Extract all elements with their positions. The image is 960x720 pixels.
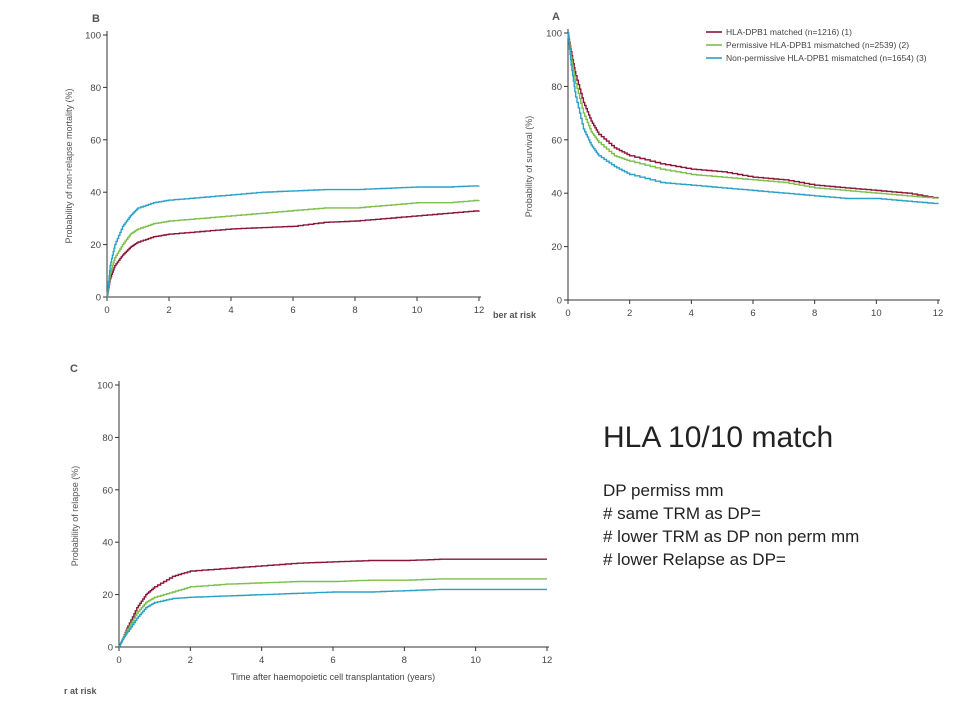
y-axis-label-a: Probability of survival (%) [524, 116, 534, 218]
legend-label-permissive: Permissive HLA-DPB1 mismatched (n=2539) … [726, 40, 909, 50]
x-tick-label-c: 12 [542, 655, 553, 666]
x-tick-label-b: 10 [412, 305, 423, 316]
bullet-item: # lower TRM as DP non perm mm [603, 526, 860, 546]
x-tick-label-a: 10 [871, 308, 882, 319]
x-tick-label-c: 4 [259, 655, 264, 666]
x-tick-label-a: 6 [750, 308, 755, 319]
x-tick-label-c: 8 [402, 655, 407, 666]
y-tick-label-a: 40 [551, 189, 562, 200]
x-tick-label-a: 12 [933, 308, 944, 319]
x-tick-label-a: 4 [689, 308, 694, 319]
panel-letter-a: A [552, 11, 560, 23]
chart-panel-a: A 0 20 40 60 80 100 0 2 4 6 8 10 12 Probability of sur… [518, 6, 950, 320]
chart-panel-b: B 0 20 40 60 80 100 0 2 4 6 8 10 12 Probability of non… [60, 8, 510, 320]
x-tick-label-c: 10 [470, 655, 481, 666]
y-tick-label-b: 0 [96, 293, 101, 304]
y-tick-label-c: 20 [102, 590, 113, 601]
x-tick-label-a: 0 [565, 308, 570, 319]
series-line-nonpermissive-c [118, 588, 547, 648]
series-line-matched-a [567, 32, 939, 199]
y-tick-label-a: 20 [551, 242, 562, 253]
series-line-permissive-a [567, 32, 939, 199]
panel-letter-c: C [70, 363, 78, 375]
y-tick-label-c: 100 [97, 381, 113, 392]
bullet-item: # lower Relapse as DP= [603, 549, 786, 569]
x-tick-label-b: 4 [228, 305, 233, 316]
x-tick-label-c: 0 [116, 655, 121, 666]
y-tick-label-b: 20 [90, 240, 101, 251]
y-tick-label-b: 80 [90, 83, 101, 94]
series-line-permissive-b [106, 199, 480, 298]
series-line-permissive-c [118, 578, 547, 648]
y-tick-label-a: 80 [551, 82, 562, 93]
slide-title: HLA 10/10 match [603, 421, 834, 454]
chart-a-svg: A 0 20 40 60 80 100 0 2 4 6 8 10 12 Probability of sur… [524, 11, 944, 319]
x-tick-label-b: 8 [352, 305, 357, 316]
series-line-matched-c [118, 558, 547, 648]
y-tick-label-b: 40 [90, 188, 101, 199]
series-line-nonpermissive-a [567, 32, 939, 205]
x-tick-label-c: 2 [188, 655, 193, 666]
y-tick-label-a: 100 [546, 29, 562, 40]
y-axis-label-c: Probability of relapse (%) [70, 466, 80, 567]
y-tick-label-c: 0 [108, 643, 113, 654]
slide-notes: HLA 10/10 match DP permiss mm # same TRM… [603, 420, 943, 572]
x-tick-label-b: 2 [166, 305, 171, 316]
x-tick-label-b: 0 [104, 305, 109, 316]
chart-panel-c: C 0 20 40 60 80 100 0 2 4 6 8 10 12 Probability of rel… [60, 358, 560, 692]
x-tick-label-a: 8 [812, 308, 817, 319]
chart-b-svg: B 0 20 40 60 80 100 0 2 4 6 8 10 12 Probability of non… [64, 13, 485, 316]
x-axis-label-c: Time after haemopoietic cell transplanta… [231, 672, 435, 682]
series-line-matched-b [106, 210, 480, 298]
y-tick-label-c: 60 [102, 485, 113, 496]
y-axis-label-b: Probability of non-relapse mortality (%) [64, 88, 74, 243]
y-tick-label-b: 100 [85, 31, 101, 42]
y-tick-label-c: 40 [102, 538, 113, 549]
legend-label-matched: HLA-DPB1 matched (n=1216) (1) [726, 27, 852, 37]
x-tick-label-c: 6 [330, 655, 335, 666]
panel-letter-b: B [92, 13, 100, 25]
chart-c-svg: C 0 20 40 60 80 100 0 2 4 6 8 10 12 Probability of rel… [70, 363, 553, 682]
y-tick-label-a: 0 [557, 296, 562, 307]
y-tick-label-a: 60 [551, 135, 562, 146]
bullet-item: DP permiss mm [603, 481, 724, 500]
series-line-nonpermissive-b [106, 185, 480, 298]
x-tick-label-b: 12 [474, 305, 485, 316]
x-tick-label-b: 6 [290, 305, 295, 316]
risk-label-bottom: r at risk [64, 686, 97, 696]
x-tick-label-a: 2 [627, 308, 632, 319]
y-tick-label-b: 60 [90, 135, 101, 146]
bullet-item: # same TRM as DP= [603, 503, 761, 523]
risk-label-top: ber at risk [493, 310, 537, 320]
legend-label-nonpermissive: Non-permissive HLA-DPB1 mismatched (n=16… [726, 53, 927, 63]
y-tick-label-c: 80 [102, 433, 113, 444]
